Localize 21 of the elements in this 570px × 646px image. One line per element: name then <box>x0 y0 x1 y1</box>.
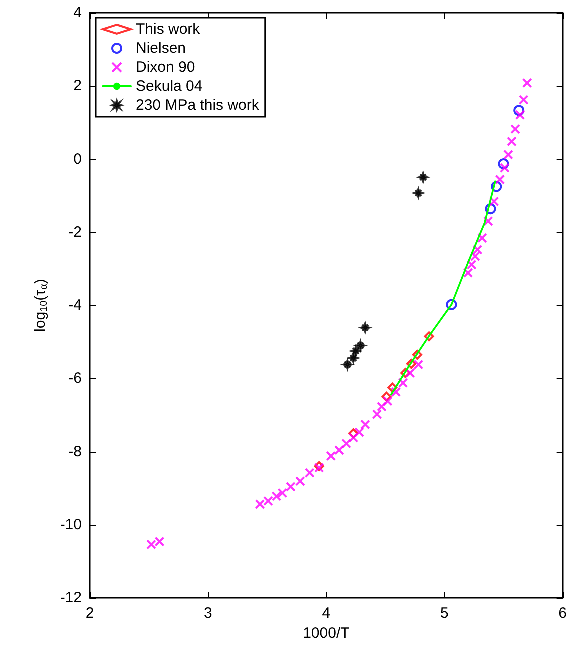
x-tick-label: 3 <box>204 605 212 622</box>
legend-label: Sekula 04 <box>136 78 203 95</box>
y-tick-label: 2 <box>74 78 82 95</box>
y-tick-label: -12 <box>60 590 82 607</box>
x-tick-label: 6 <box>558 605 567 622</box>
y-tick-label: -4 <box>68 297 82 314</box>
x-axis-title: 1000/T <box>303 625 350 642</box>
y-tick-label: -6 <box>68 370 82 388</box>
y-tick-label: -10 <box>60 516 82 534</box>
y-axis-title: log10(τα) <box>32 279 50 332</box>
legend-label: 230 MPa this work <box>136 97 260 114</box>
legend-label: This work <box>136 21 201 38</box>
legend-label: Dixon 90 <box>136 59 196 76</box>
x-tick-label: 5 <box>440 605 449 622</box>
x-tick-label: 2 <box>86 605 94 622</box>
y-tick-label: -2 <box>68 224 82 241</box>
x-tick-label: 4 <box>322 605 331 622</box>
y-tick-label: -8 <box>68 443 82 460</box>
y-tick-label: 0 <box>74 150 82 168</box>
legend-label: Nielsen <box>136 40 186 57</box>
y-tick-label: 4 <box>74 4 82 22</box>
